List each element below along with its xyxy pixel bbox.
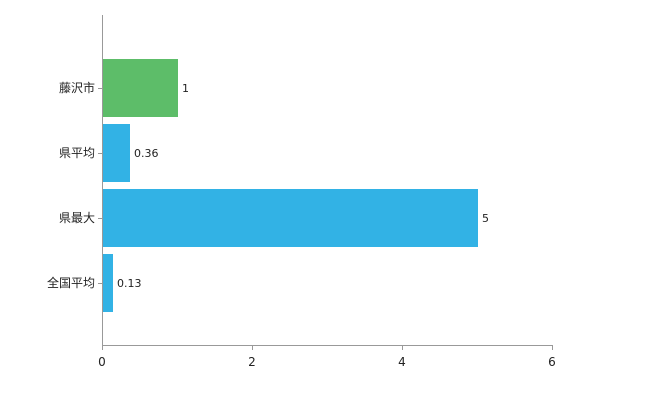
x-axis: [102, 345, 553, 346]
y-axis-tick: [98, 88, 102, 89]
value-label: 0.13: [117, 277, 142, 290]
value-label: 5: [482, 212, 489, 225]
category-label: 藤沢市: [58, 81, 95, 95]
y-axis: [102, 15, 103, 345]
x-axis-tick: [102, 345, 103, 350]
category-label: 全国平均: [46, 276, 95, 290]
category-label: 県最大: [58, 211, 95, 225]
x-tick-label: 0: [98, 355, 106, 369]
bar: [103, 254, 113, 312]
bar: [103, 59, 178, 117]
y-axis-tick: [98, 218, 102, 219]
value-label: 1: [182, 82, 189, 95]
bar: [103, 189, 478, 247]
x-axis-tick: [552, 345, 553, 350]
value-label: 0.36: [134, 147, 159, 160]
y-axis-tick: [98, 283, 102, 284]
x-tick-label: 2: [248, 355, 256, 369]
category-label: 県平均: [58, 146, 95, 160]
bar: [103, 124, 130, 182]
y-axis-tick: [98, 153, 102, 154]
x-tick-label: 6: [548, 355, 556, 369]
x-axis-tick: [252, 345, 253, 350]
x-axis-tick: [402, 345, 403, 350]
x-tick-label: 4: [398, 355, 406, 369]
